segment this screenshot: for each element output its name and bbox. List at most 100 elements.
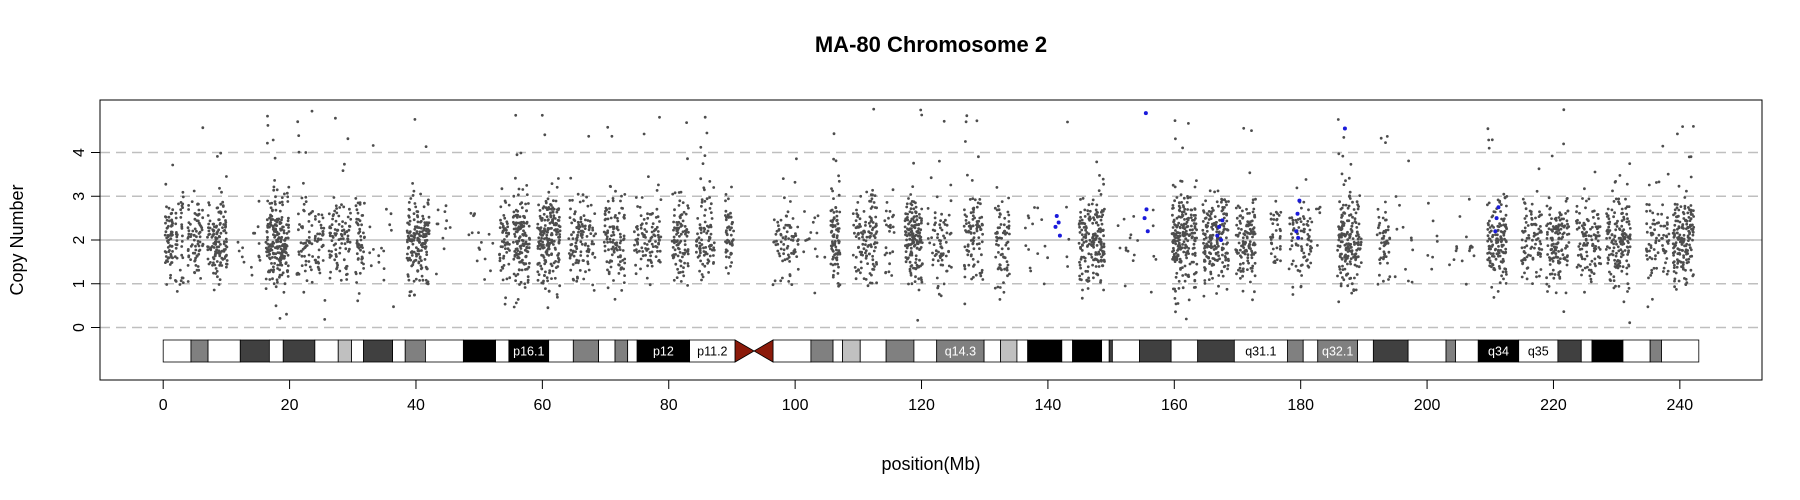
- data-point: [557, 207, 561, 211]
- data-point: [284, 262, 288, 265]
- data-point: [1504, 213, 1508, 217]
- data-point: [1171, 257, 1174, 261]
- data-point: [1346, 262, 1349, 266]
- data-point: [267, 248, 271, 252]
- data-point: [1647, 242, 1651, 246]
- data-point: [1558, 275, 1562, 279]
- data-point: [1554, 291, 1558, 295]
- data-point: [569, 243, 573, 247]
- data-point: [222, 242, 226, 246]
- data-point: [1378, 247, 1382, 251]
- data-point: [1502, 223, 1506, 227]
- data-point: [515, 153, 519, 157]
- data-point: [1613, 258, 1616, 262]
- data-point: [503, 228, 507, 232]
- data-point: [221, 200, 225, 204]
- data-point: [1036, 252, 1040, 256]
- data-point: [1538, 247, 1541, 251]
- data-point: [796, 267, 800, 271]
- data-point: [703, 188, 706, 192]
- data-point: [328, 256, 332, 259]
- data-point: [550, 252, 553, 256]
- data-point: [709, 243, 712, 247]
- data-point: [1239, 214, 1242, 218]
- data-point: [541, 254, 545, 258]
- data-point: [1525, 267, 1529, 270]
- data-point: [884, 246, 888, 250]
- data-point: [413, 227, 417, 231]
- data-point: [305, 244, 309, 247]
- data-point: [696, 255, 700, 259]
- data-point: [512, 305, 516, 309]
- data-point: [274, 304, 278, 308]
- data-point: [1207, 210, 1211, 213]
- data-point: [1384, 141, 1387, 145]
- data-point: [174, 246, 178, 250]
- data-point: [175, 290, 179, 293]
- data-point: [857, 237, 861, 240]
- data-point: [964, 219, 968, 222]
- data-point: [1575, 265, 1579, 269]
- data-point: [1101, 264, 1105, 268]
- data-point: [210, 235, 214, 239]
- data-point: [1490, 265, 1493, 269]
- data-point: [781, 259, 784, 263]
- data-point: [1065, 255, 1069, 259]
- data-point: [677, 204, 681, 207]
- data-point: [784, 214, 788, 218]
- plot-area: p16.1 p12 p11.2 q14.3 q31.1 q32.1 q34 q35: [99, 99, 1763, 381]
- data-point: [1079, 266, 1082, 270]
- data-point: [1590, 238, 1594, 242]
- data-point: [178, 268, 182, 272]
- data-point: [832, 197, 835, 201]
- data-point: [945, 231, 949, 235]
- data-point: [974, 273, 978, 277]
- data-point: [1611, 249, 1615, 253]
- data-point: [1209, 234, 1212, 237]
- data-point: [856, 215, 860, 219]
- data-point: [1008, 272, 1011, 276]
- data-point: [1612, 279, 1616, 282]
- data-point: [1679, 205, 1683, 209]
- data-point: [868, 235, 871, 239]
- data-point: [1386, 241, 1390, 245]
- data-point: [1087, 203, 1091, 207]
- data-point: [618, 232, 622, 236]
- data-point: [835, 256, 839, 260]
- data-point: [514, 221, 518, 225]
- data-point: [335, 207, 338, 210]
- data-point: [1588, 274, 1592, 278]
- highlight-point: [1295, 211, 1300, 216]
- data-point: [163, 233, 167, 237]
- data-point: [1615, 225, 1619, 228]
- data-point: [1340, 172, 1344, 176]
- data-point: [420, 274, 424, 278]
- data-point: [1296, 218, 1300, 221]
- data-point: [1678, 248, 1681, 252]
- data-point: [1558, 270, 1562, 273]
- data-point: [905, 202, 909, 206]
- data-point: [942, 119, 946, 123]
- highlight-points: [1053, 111, 1501, 242]
- data-point: [302, 290, 306, 294]
- data-point: [781, 177, 785, 181]
- data-point: [1116, 224, 1120, 228]
- data-point: [917, 288, 921, 292]
- data-point: [1430, 267, 1434, 271]
- data-point: [931, 263, 935, 267]
- data-point: [1090, 244, 1094, 248]
- data-point: [542, 212, 546, 216]
- data-point: [1088, 242, 1091, 246]
- data-point: [811, 220, 815, 224]
- data-point: [165, 259, 168, 263]
- data-point: [863, 230, 866, 234]
- data-point: [389, 212, 393, 216]
- data-point: [1080, 218, 1084, 222]
- data-point: [851, 212, 855, 216]
- data-point: [516, 272, 520, 276]
- data-point: [673, 241, 676, 245]
- data-point: [574, 241, 578, 245]
- data-point: [270, 262, 273, 265]
- data-point: [647, 175, 650, 179]
- data-point: [1675, 288, 1678, 291]
